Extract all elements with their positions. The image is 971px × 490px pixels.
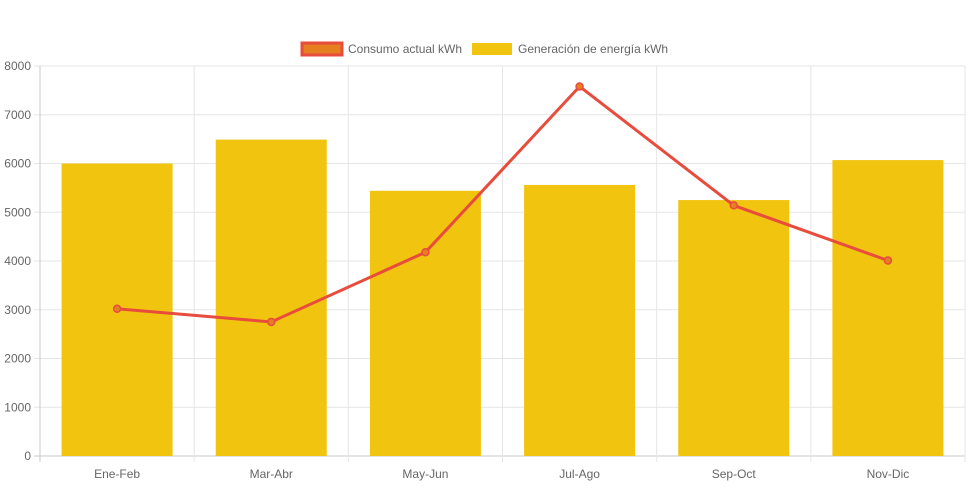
line-point-nov-dic[interactable] [883,256,893,265]
y-tick-label: 8000 [4,59,31,73]
y-tick-label: 7000 [4,108,31,122]
y-tick-label: 6000 [4,157,31,171]
y-tick-label: 1000 [4,400,31,414]
line-point-mar-abr[interactable] [267,317,276,327]
x-tick-label: Nov-Dic [867,467,910,481]
bar-may-jun[interactable] [369,190,481,457]
y-tick-label: 0 [24,449,31,463]
bar-jul-ago[interactable] [524,184,636,456]
x-tick-label: May-Jun [402,467,448,481]
y-tick-label: 3000 [4,303,31,317]
legend[interactable]: Consumo actual kWh Generación de energía… [300,41,668,57]
y-tick-label: 2000 [4,352,31,366]
bar-mar-abr[interactable] [215,139,327,457]
legend-label-bar: Generación de energía kWh [518,42,668,56]
x-tick-label: Ene-Feb [94,467,140,481]
legend-item-consumo[interactable]: Consumo actual kWh [300,41,462,57]
grid-lines [34,65,966,462]
line-consumo [116,84,889,324]
y-tick-label: 4000 [4,254,31,268]
x-tick-label: Jul-Ago [559,467,600,481]
legend-label-line: Consumo actual kWh [348,42,462,56]
x-tick-label: Mar-Abr [250,467,293,481]
line-point-jul-ago[interactable] [575,82,584,91]
line-series [112,82,893,327]
x-tick-label: Sep-Oct [712,467,757,481]
axes: 0 1000 2000 3000 4000 5000 6000 7000 8000 Ene-Feb… [4,59,909,481]
legend-swatch-bar [472,43,512,55]
line-point-may-jun[interactable] [421,247,430,257]
legend-item-generacion[interactable]: Generación de energía kWh [472,42,668,56]
y-tick-label: 5000 [4,205,31,219]
legend-swatch-line [300,41,344,57]
line-point-ene-feb[interactable] [112,304,122,314]
bar-nov-dic[interactable] [832,160,944,456]
line-point-sep-oct[interactable] [729,201,738,210]
bar-sep-oct[interactable] [678,200,790,456]
